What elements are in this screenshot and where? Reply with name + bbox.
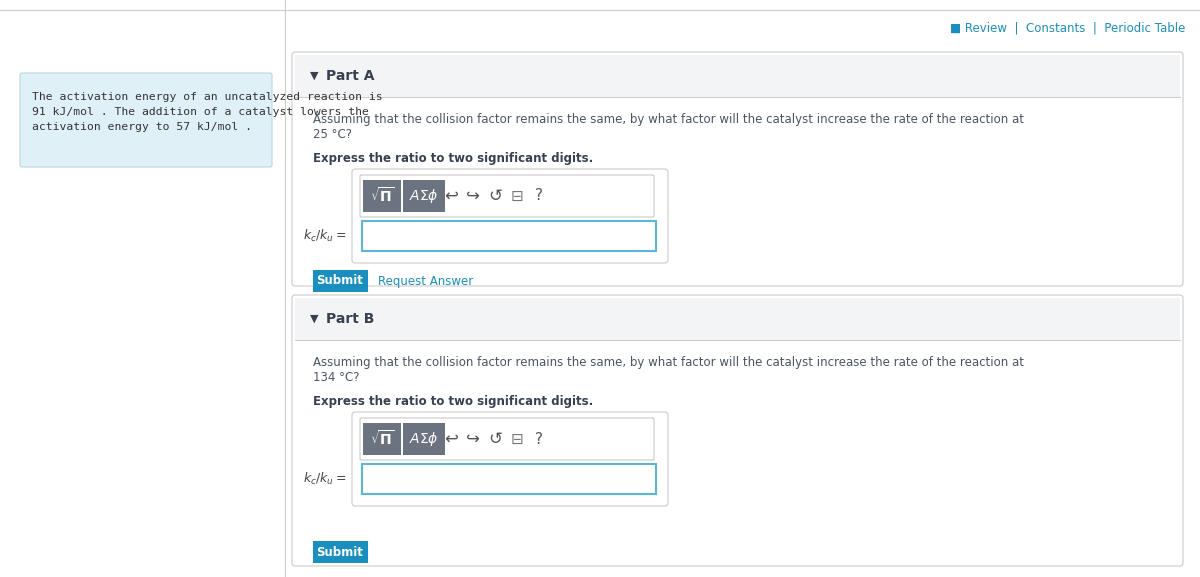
Text: $k_c/k_u =$: $k_c/k_u =$: [302, 471, 347, 487]
Text: ⊟: ⊟: [511, 189, 523, 204]
Text: ▼: ▼: [310, 71, 318, 81]
Text: ■ Review  |  Constants  |  Periodic Table: ■ Review | Constants | Periodic Table: [949, 22, 1186, 35]
Bar: [403, 180, 445, 212]
Text: ↪: ↪: [466, 430, 480, 448]
Bar: [313, 270, 368, 292]
Text: ↩: ↩: [444, 187, 458, 205]
Text: ↪: ↪: [466, 187, 480, 205]
Text: Assuming that the collision factor remains the same, by what factor will the cat: Assuming that the collision factor remai…: [313, 356, 1024, 369]
Bar: [295, 298, 1180, 340]
Text: Submit: Submit: [317, 275, 364, 287]
Text: $k_c/k_u =$: $k_c/k_u =$: [302, 228, 347, 244]
Bar: [313, 541, 368, 563]
FancyBboxPatch shape: [292, 52, 1183, 286]
Text: ?: ?: [535, 189, 542, 204]
Text: 25 °C?: 25 °C?: [313, 128, 352, 141]
Text: ⊟: ⊟: [511, 432, 523, 447]
Text: $A\Sigma\phi$: $A\Sigma\phi$: [409, 187, 439, 205]
Bar: [364, 180, 401, 212]
Text: ↺: ↺: [488, 187, 502, 205]
FancyBboxPatch shape: [352, 412, 668, 506]
Bar: [364, 423, 401, 455]
FancyBboxPatch shape: [362, 464, 656, 494]
Text: ▼: ▼: [310, 314, 318, 324]
FancyBboxPatch shape: [362, 221, 656, 251]
FancyBboxPatch shape: [20, 73, 272, 167]
Bar: [403, 423, 445, 455]
Bar: [295, 55, 1180, 97]
Text: Request Answer: Request Answer: [378, 275, 473, 287]
Text: 91 kJ/mol . The addition of a catalyst lowers the: 91 kJ/mol . The addition of a catalyst l…: [32, 107, 368, 117]
Text: ?: ?: [535, 432, 542, 447]
Text: $A\Sigma\phi$: $A\Sigma\phi$: [409, 430, 439, 448]
Text: ↺: ↺: [488, 430, 502, 448]
Text: Submit: Submit: [317, 545, 364, 559]
Text: $\mathbf{\sqrt{\Pi}}$: $\mathbf{\sqrt{\Pi}}$: [370, 429, 395, 448]
Text: 134 °C?: 134 °C?: [313, 371, 360, 384]
FancyBboxPatch shape: [352, 169, 668, 263]
Text: Express the ratio to two significant digits.: Express the ratio to two significant dig…: [313, 395, 593, 408]
Text: Express the ratio to two significant digits.: Express the ratio to two significant dig…: [313, 152, 593, 165]
Text: $\mathbf{\sqrt{\Pi}}$: $\mathbf{\sqrt{\Pi}}$: [370, 186, 395, 205]
Text: activation energy to 57 kJ/mol .: activation energy to 57 kJ/mol .: [32, 122, 252, 132]
Text: ↩: ↩: [444, 430, 458, 448]
Text: Part A: Part A: [326, 69, 374, 83]
Text: Part B: Part B: [326, 312, 374, 326]
Text: Assuming that the collision factor remains the same, by what factor will the cat: Assuming that the collision factor remai…: [313, 113, 1024, 126]
FancyBboxPatch shape: [292, 295, 1183, 566]
Text: The activation energy of an uncatalyzed reaction is: The activation energy of an uncatalyzed …: [32, 92, 383, 102]
